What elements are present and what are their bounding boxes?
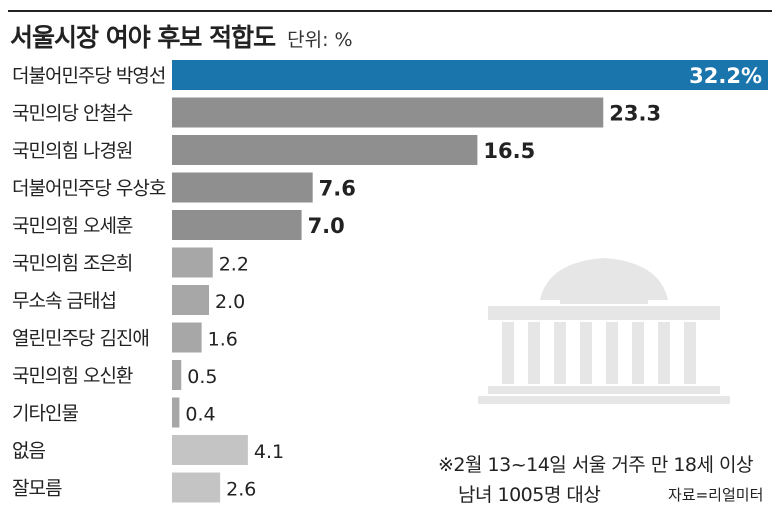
category-label: 잘모름 — [12, 478, 62, 500]
survey-note-line1: ※2월 13~14일 서울 거주 만 18세 이상 — [438, 454, 754, 476]
bar — [172, 172, 313, 203]
value-label: 2.0 — [215, 291, 245, 313]
value-label: 7.0 — [308, 214, 345, 238]
bar — [172, 60, 768, 90]
category-label: 국민의당 안철수 — [12, 103, 133, 125]
value-label: 7.6 — [319, 177, 356, 201]
bar — [172, 360, 182, 390]
category-label: 국민의힘 조은희 — [12, 253, 132, 275]
bar — [172, 247, 213, 278]
value-label: 4.1 — [254, 441, 284, 463]
bar — [172, 210, 302, 240]
chart-title: 서울시장 여야 후보 적합도 — [10, 23, 276, 52]
bar — [172, 97, 604, 128]
category-label: 열린민주당 김진애 — [12, 328, 149, 350]
value-label: 16.5 — [483, 139, 535, 163]
value-label: 2.2 — [219, 254, 249, 276]
source-credit: 자료=리얼미터 — [668, 486, 764, 504]
category-label: 없음 — [12, 440, 45, 462]
value-label: 32.2% — [689, 64, 762, 88]
category-label: 기타인물 — [12, 403, 78, 425]
bar — [172, 397, 180, 428]
bar — [172, 472, 221, 503]
survey-note-line2: 남녀 1005명 대상 — [458, 484, 601, 506]
bar — [172, 135, 478, 165]
category-label: 무소속 금태섭 — [12, 290, 116, 312]
value-label: 1.6 — [208, 329, 238, 351]
value-label: 2.6 — [226, 479, 256, 501]
category-label: 국민의힘 나경원 — [12, 140, 132, 162]
category-label: 국민의힘 오세훈 — [12, 215, 133, 237]
bar — [172, 322, 202, 353]
category-label: 국민의힘 오신환 — [12, 365, 133, 387]
title-block: 서울시장 여야 후보 적합도 단위: % — [10, 18, 353, 52]
bar — [172, 435, 248, 465]
chart-unit: 단위: % — [287, 29, 353, 51]
bar — [172, 285, 210, 315]
category-label: 더불어민주당 박영선 — [12, 65, 165, 87]
value-label: 0.4 — [185, 404, 215, 426]
category-label: 더불어민주당 우상호 — [12, 178, 166, 200]
value-label: 0.5 — [187, 366, 217, 388]
value-label: 23.3 — [609, 102, 661, 126]
top-rule — [8, 10, 772, 12]
